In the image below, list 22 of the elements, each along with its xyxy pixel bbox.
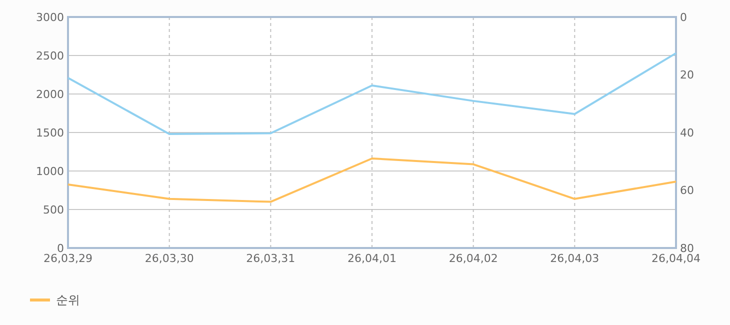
x-tick-label: 26,03,30: [144, 252, 194, 265]
y-tick-label: 2500: [36, 49, 64, 62]
y-tick-label: 2000: [36, 88, 64, 101]
x-tick-label: 26,04,02: [448, 252, 498, 265]
y-tick-label: 0: [57, 242, 64, 255]
y2-tick-label: 40: [680, 126, 694, 140]
y2-tick-label: 60: [680, 184, 694, 198]
x-tick-label: 26,04,03: [550, 252, 600, 265]
x-tick-label: 26,04,01: [348, 252, 396, 265]
line-series: [67, 52, 677, 136]
y-tick-label: 1000: [36, 164, 64, 178]
legend-label: 순위: [56, 293, 80, 308]
y2-tick-label: 0: [680, 10, 687, 24]
x-tick-label: 26,03,31: [246, 252, 296, 265]
y-tick-label: 1500: [36, 126, 64, 140]
x-tick-label: 26,03,29: [44, 252, 92, 265]
y2-tick-label: 80: [680, 242, 694, 255]
x-tick-label: 26,04,04: [652, 252, 700, 265]
line-series: [67, 157, 677, 203]
y2-tick-label: 20: [680, 68, 694, 82]
y-tick-label: 3000: [36, 10, 64, 24]
y-tick-label: 500: [43, 203, 64, 216]
